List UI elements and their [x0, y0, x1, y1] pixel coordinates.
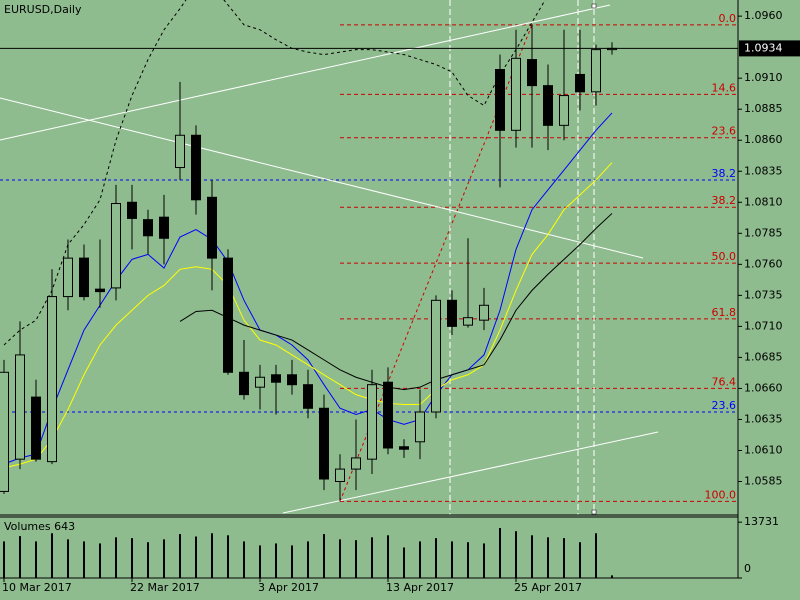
- candle-body: [207, 196, 217, 259]
- candle-body: [575, 73, 585, 93]
- fib-label: 0.0: [719, 12, 737, 25]
- candle-body: [111, 203, 121, 289]
- candle-body: [143, 219, 153, 237]
- candle-body: [447, 299, 457, 327]
- candle-body: [463, 317, 473, 326]
- volume-title: Volumes 643: [4, 520, 75, 533]
- candle-layer: [0, 24, 738, 502]
- candle-body: [79, 257, 89, 298]
- y-tick-label: 1.0835: [744, 164, 783, 177]
- candle-body: [47, 296, 57, 463]
- candle-body: [351, 457, 361, 470]
- fib-label: 38.2: [712, 167, 737, 180]
- candle-body: [95, 288, 105, 293]
- y-tick-label: 1.0660: [744, 381, 783, 394]
- indicator-line: [3, 162, 613, 469]
- volume-tick-label: 0: [744, 562, 751, 575]
- chart-title: EURUSD,Daily: [4, 3, 82, 16]
- anchor-point: [591, 509, 597, 515]
- candle-body: [223, 257, 233, 373]
- x-tick-label: 22 Mar 2017: [130, 581, 200, 594]
- candle-body: [191, 134, 201, 201]
- candle-body: [527, 59, 537, 87]
- fib-label: 61.8: [712, 306, 737, 319]
- y-tick-label: 1.0885: [744, 102, 783, 115]
- y-tick-label: 1.0810: [744, 195, 783, 208]
- y-tick-label: 1.0585: [744, 474, 783, 487]
- candle-body: [239, 371, 249, 396]
- candle-body: [255, 376, 265, 388]
- y-tick-label: 1.0710: [744, 319, 783, 332]
- x-tick-label: 25 Apr 2017: [514, 581, 582, 594]
- trend-line: [0, 97, 644, 259]
- candle-body: [319, 407, 329, 480]
- candle-body: [303, 384, 313, 409]
- anchor-point: [591, 3, 597, 9]
- y-tick-label: 1.0860: [744, 133, 783, 146]
- candle-body: [0, 371, 9, 492]
- x-tick-label: 10 Mar 2017: [2, 581, 72, 594]
- candle-body: [367, 384, 377, 460]
- candle-body: [591, 49, 601, 93]
- candle-body: [63, 257, 73, 298]
- candle-body: [511, 57, 521, 131]
- indicator-line: [179, 213, 613, 391]
- fib-label: 100.0: [705, 488, 737, 501]
- y-tick-label: 1.0760: [744, 257, 783, 270]
- y-tick-label: 1.0910: [744, 71, 783, 84]
- y-tick-label: 1.0960: [744, 9, 783, 22]
- y-tick-label: 1.0685: [744, 350, 783, 363]
- candle-body: [559, 95, 569, 126]
- current-price-box: [739, 40, 800, 57]
- volume-tick-label: 13731: [744, 515, 779, 528]
- x-tick-label: 3 Apr 2017: [258, 581, 319, 594]
- candle-body: [415, 411, 425, 443]
- candle-body: [431, 299, 441, 413]
- candle-body: [31, 396, 41, 460]
- y-tick-label: 1.0785: [744, 226, 783, 239]
- fib-label: 50.0: [712, 250, 737, 263]
- volume-last: 643: [54, 520, 75, 533]
- y-tick-label: 1.0735: [744, 288, 783, 301]
- indicator-line: [3, 0, 546, 346]
- candle-body: [479, 304, 489, 321]
- trend-line: [282, 431, 659, 514]
- candle-body: [127, 201, 137, 219]
- candle-body: [543, 85, 553, 126]
- candle-body: [159, 216, 169, 239]
- candle-body: [175, 134, 185, 169]
- volume-layer: [3, 527, 613, 578]
- y-tick-label: 1.0610: [744, 443, 783, 456]
- candle-body: [271, 374, 281, 383]
- indicator-layer: [3, 0, 613, 469]
- candle-body: [399, 446, 409, 450]
- candle-body: [15, 354, 25, 460]
- y-tick-label: 1.0635: [744, 412, 783, 425]
- fib-label: 76.4: [712, 375, 737, 388]
- fib-label: 23.6: [712, 399, 737, 412]
- trend-line: [0, 4, 611, 141]
- candle-body: [383, 381, 393, 449]
- volume-name: Volumes: [4, 520, 51, 533]
- candle-body: [335, 468, 345, 482]
- x-tick-label: 13 Apr 2017: [386, 581, 454, 594]
- fib-label: 23.6: [712, 125, 737, 138]
- fib-label: 14.6: [712, 81, 737, 94]
- current-price-label: 1.0934: [744, 41, 783, 54]
- fib-label: 38.2: [712, 194, 737, 207]
- indicator-line: [3, 112, 613, 465]
- candle-body: [495, 68, 505, 131]
- candle-body: [287, 374, 297, 386]
